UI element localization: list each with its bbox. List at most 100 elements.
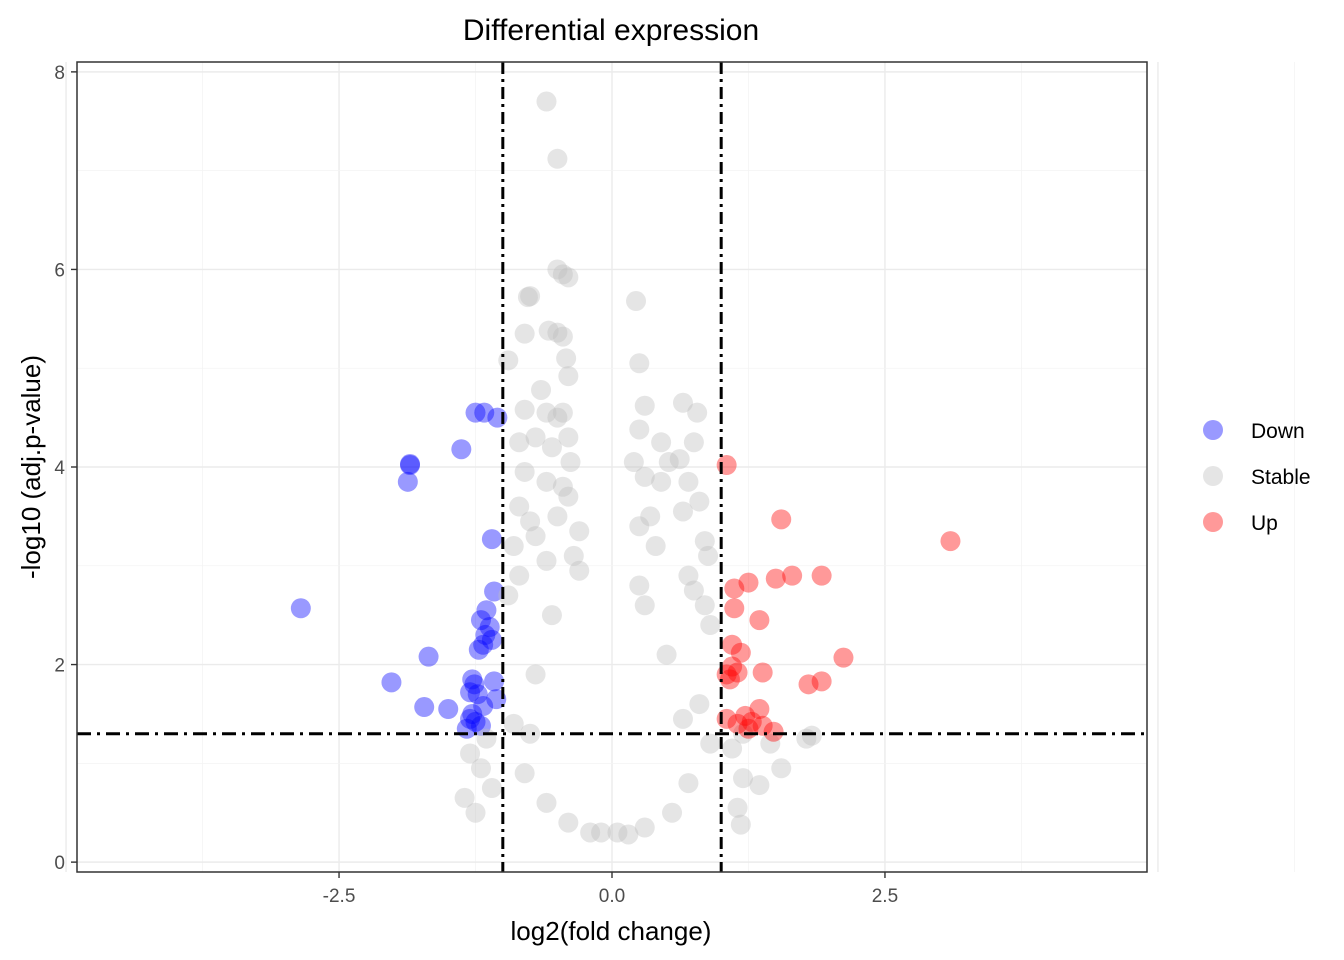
data-point-stable [536, 402, 557, 423]
data-point-down [484, 671, 505, 692]
data-point-down [465, 711, 486, 732]
data-point-stable [536, 91, 557, 112]
series-up [716, 455, 961, 742]
data-point-stable [547, 506, 568, 527]
data-point-stable [503, 536, 524, 557]
data-point-stable [733, 723, 754, 744]
data-point-stable [689, 491, 710, 512]
data-point-stable [687, 402, 708, 423]
data-point-down [468, 639, 489, 660]
data-point-up [752, 715, 773, 736]
data-point-stable [514, 323, 535, 344]
legend-swatch-down [1203, 420, 1223, 440]
data-point-down [467, 684, 488, 705]
data-point-stable [514, 399, 535, 420]
data-point-down [481, 629, 502, 650]
data-point-down [475, 624, 496, 645]
legend-label-down: Down [1251, 420, 1305, 443]
data-point-stable [672, 708, 693, 729]
data-point-down [486, 689, 507, 710]
data-point-stable [558, 812, 579, 833]
data-point-down [397, 471, 418, 492]
data-point-stable [656, 644, 677, 665]
data-point-up [798, 674, 819, 695]
data-point-stable [634, 395, 655, 416]
data-point-up [752, 662, 773, 683]
data-point-down [451, 439, 472, 460]
data-point-stable [547, 148, 568, 169]
data-point-down [481, 529, 502, 550]
data-point-down [400, 455, 421, 476]
data-point-stable [552, 402, 573, 423]
data-point-stable [634, 466, 655, 487]
data-point-up [749, 699, 770, 720]
grid-lines [65, 62, 1295, 872]
data-point-up [738, 572, 759, 593]
data-point-stable [558, 267, 579, 288]
data-point-stable [520, 511, 541, 532]
data-point-up [782, 565, 803, 586]
data-point-up [722, 656, 743, 677]
data-point-up [749, 610, 770, 631]
data-point-down [438, 699, 459, 720]
data-point-stable [749, 775, 770, 796]
data-point-stable [514, 763, 535, 784]
data-point-stable [801, 725, 822, 746]
threshold-lines [77, 62, 1147, 872]
data-point-stable [672, 501, 693, 522]
data-point-stable [552, 264, 573, 285]
data-point-stable [678, 565, 699, 586]
legend-swatch-up [1203, 512, 1223, 532]
legend-label-up: Up [1251, 512, 1278, 535]
data-point-stable [503, 713, 524, 734]
data-point-stable [651, 471, 672, 492]
data-point-down [476, 600, 497, 621]
data-point-stable [580, 822, 601, 843]
data-point-stable [525, 664, 546, 685]
data-point-stable [465, 802, 486, 823]
data-point-stable [536, 471, 557, 492]
data-point-up [940, 531, 961, 552]
data-point-stable [509, 496, 530, 517]
data-point-down [470, 715, 491, 736]
data-point-stable [556, 348, 577, 369]
data-point-up [763, 721, 784, 742]
data-point-down [479, 617, 500, 638]
data-point-stable [547, 322, 568, 343]
data-point-stable [607, 822, 628, 843]
data-point-stable [520, 286, 541, 307]
y-tick-label: 4 [54, 458, 65, 479]
data-point-stable [678, 773, 699, 794]
data-point-up [811, 565, 832, 586]
data-point-stable [476, 728, 497, 749]
data-point-stable [771, 758, 792, 779]
data-point-stable [672, 392, 693, 413]
data-point-stable [591, 822, 612, 843]
data-point-stable [520, 723, 541, 744]
y-axis: 0 2 4 6 8 [54, 63, 77, 874]
data-point-up [716, 455, 737, 476]
data-point-down [418, 646, 439, 667]
data-point-down [473, 634, 494, 655]
legend-label-stable: Stable [1251, 466, 1311, 489]
y-tick-label: 6 [54, 260, 65, 281]
x-axis-title: log2(fold change) [511, 916, 712, 946]
data-point-down [290, 598, 311, 619]
data-point-down [460, 682, 481, 703]
data-point-down [470, 610, 491, 631]
data-point-stable [536, 550, 557, 571]
data-point-up [724, 598, 745, 619]
data-point-up [730, 642, 751, 663]
data-point-stable [531, 379, 552, 400]
data-point-up [741, 711, 762, 732]
data-point-down [381, 672, 402, 693]
data-point-stable [727, 797, 748, 818]
data-point-stable [547, 407, 568, 428]
series-stable [454, 91, 822, 845]
data-point-stable [662, 802, 683, 823]
data-point-stable [498, 585, 519, 606]
data-point-stable [760, 733, 781, 754]
data-point-down [456, 718, 477, 739]
data-point-down [465, 402, 486, 423]
